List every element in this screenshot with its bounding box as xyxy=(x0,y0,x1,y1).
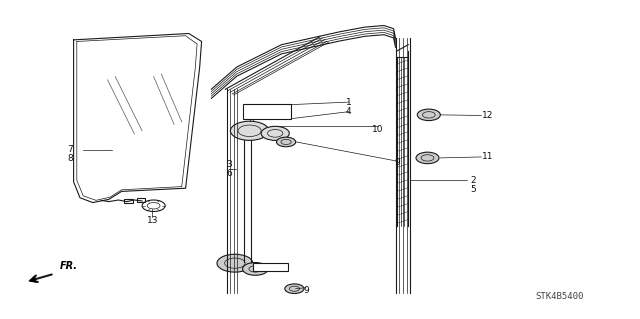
Text: 11: 11 xyxy=(482,152,493,161)
Text: STK4B5400: STK4B5400 xyxy=(536,292,584,300)
Circle shape xyxy=(217,254,253,272)
Text: 5: 5 xyxy=(471,185,476,194)
Bar xyxy=(243,104,291,119)
Circle shape xyxy=(230,121,269,140)
Text: 2: 2 xyxy=(471,176,476,185)
Circle shape xyxy=(417,109,440,121)
Circle shape xyxy=(261,126,289,140)
Text: 9: 9 xyxy=(394,158,399,167)
Text: 10: 10 xyxy=(372,125,383,134)
Text: 9: 9 xyxy=(303,286,308,295)
Circle shape xyxy=(276,137,296,147)
Text: 8: 8 xyxy=(68,154,73,163)
Text: FR.: FR. xyxy=(60,261,77,271)
Bar xyxy=(253,263,288,271)
Text: 3: 3 xyxy=(227,160,232,169)
Circle shape xyxy=(285,284,304,293)
Text: 4: 4 xyxy=(346,107,351,116)
Bar xyxy=(124,199,133,203)
Bar xyxy=(137,198,145,202)
Circle shape xyxy=(416,152,439,164)
Circle shape xyxy=(243,263,268,275)
Text: 1: 1 xyxy=(346,98,351,107)
Text: 13: 13 xyxy=(147,216,158,225)
Text: 7: 7 xyxy=(68,145,73,154)
Text: 6: 6 xyxy=(227,169,232,178)
Text: 12: 12 xyxy=(482,111,493,120)
